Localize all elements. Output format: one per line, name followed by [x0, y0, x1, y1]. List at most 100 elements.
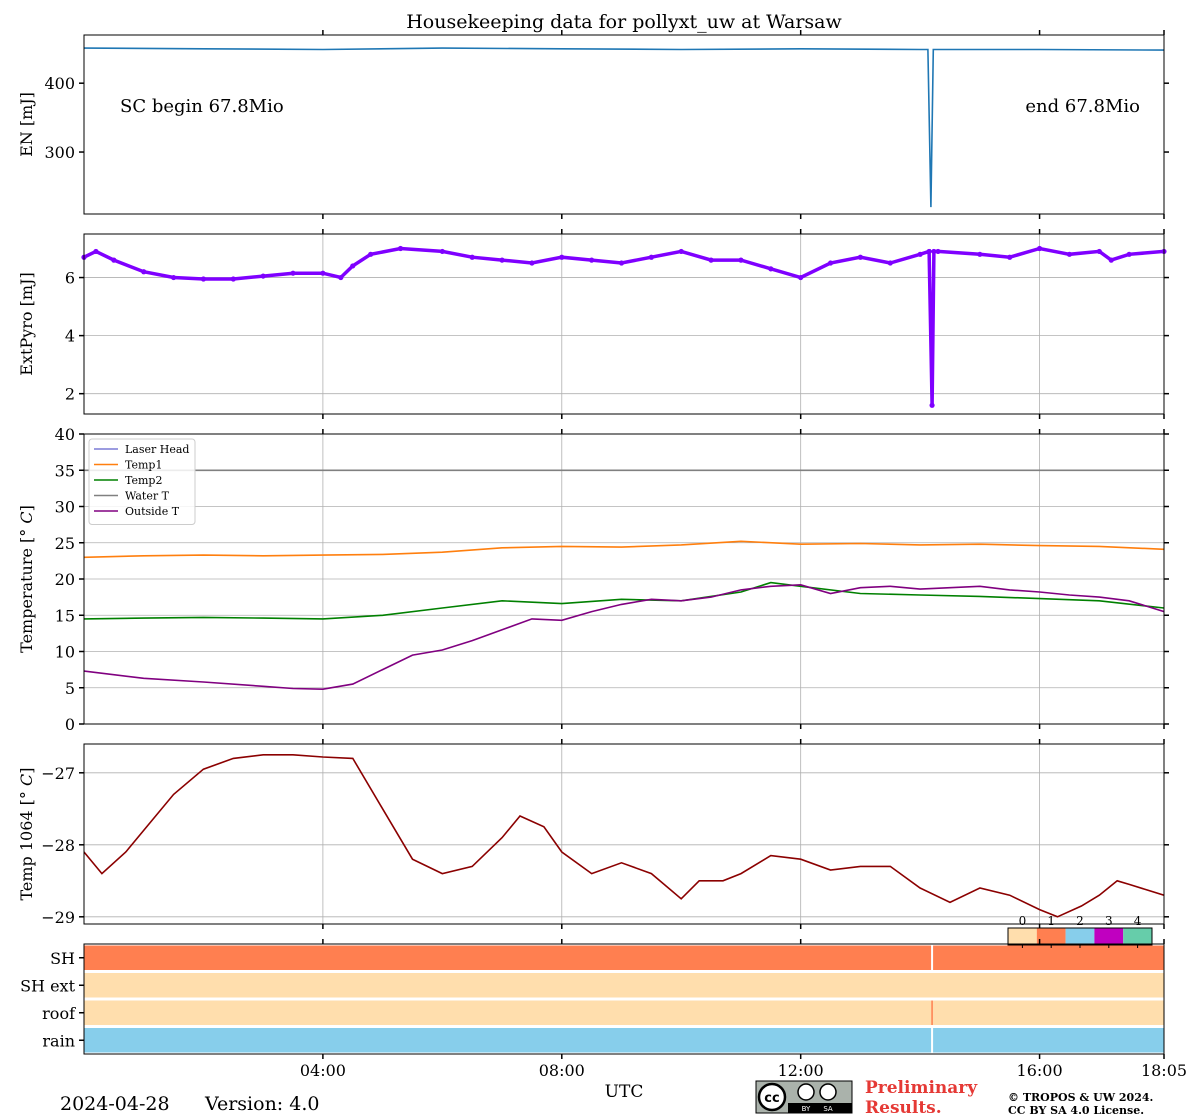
data-point [397, 245, 404, 252]
panel-frame [83, 233, 1165, 415]
by-badge-label: BY [802, 1105, 811, 1113]
data-point [589, 257, 595, 263]
data-point [738, 257, 744, 263]
status-legend-frame [1007, 927, 1153, 946]
x-tick-label: 04:00 [300, 1061, 346, 1080]
data-point [798, 274, 804, 281]
data-point [260, 273, 266, 279]
y-tick-label: 2 [65, 385, 75, 404]
status-bar-roof [84, 1000, 1164, 1025]
panel-frame [83, 943, 1165, 1055]
panel-temp1064: −29 −28 −27 Temp 1064 [° C] [17, 739, 1169, 929]
status-legend-swatch [1065, 928, 1095, 945]
data-point [529, 260, 535, 266]
status-legend-label: 4 [1134, 914, 1142, 928]
series-line-temp1 [84, 540, 1164, 559]
preliminary-label: Preliminary Results. [865, 1078, 983, 1118]
data-point [230, 276, 236, 282]
panel-frame [83, 34, 1165, 215]
y-tick-label: −29 [41, 908, 75, 927]
data-point [768, 266, 774, 272]
data-point [368, 251, 374, 257]
y-tick-label: 300 [44, 143, 75, 162]
panel-extpyro: 2 4 6 ExtPyro [mJ] [17, 229, 1169, 419]
footer-date: 2024-04-28 [60, 1093, 170, 1115]
x-tick-label: 18:05 [1141, 1061, 1187, 1080]
y-tick-label: 20 [55, 570, 75, 589]
data-point [1096, 248, 1102, 255]
status-legend-swatch [1036, 928, 1066, 945]
y-axis-label: Temperature [° C] [17, 505, 36, 653]
status-bar-sh-ext [84, 973, 1164, 998]
data-point [93, 248, 99, 255]
status-legend-swatch [1008, 928, 1037, 945]
panel-energy: 300 400 EN [mJ] SC begin 67.8Mio end 67.8Mio [17, 30, 1169, 219]
footer-version: Version: 4.0 [204, 1093, 319, 1115]
data-point [618, 260, 625, 266]
y-axis-label: EN [mJ] [17, 92, 36, 157]
data-point [469, 254, 475, 260]
y-tick-label: −28 [41, 836, 75, 855]
y-tick-label: 400 [44, 74, 75, 93]
data-point [170, 274, 177, 281]
legend-label: Outside T [125, 505, 180, 518]
series-line-extpyro [84, 246, 1164, 406]
data-point [857, 254, 864, 260]
x-tick-label: 16:00 [1017, 1061, 1063, 1080]
status-legend: 0 1 2 3 4 [1007, 914, 1153, 948]
y-tick-label: 40 [55, 425, 75, 444]
license-badge: cc BY SA [755, 1080, 853, 1114]
annotation-end: end 67.8Mio [1025, 96, 1140, 117]
status-legend-label: 3 [1105, 914, 1113, 928]
status-legend-label: 1 [1047, 914, 1055, 928]
y-axis-label: ExtPyro [mJ] [17, 272, 36, 375]
data-point [1108, 257, 1114, 263]
data-point [1036, 245, 1043, 252]
annotation-sc-begin: SC begin 67.8Mio [120, 96, 284, 117]
status-row-label: roof [42, 1004, 76, 1023]
data-point [1066, 251, 1073, 257]
chart-title: Housekeeping data for pollyxt_uw at Wars… [406, 11, 842, 33]
legend-label: Laser Head [125, 443, 189, 456]
y-tick-label: 30 [55, 498, 75, 517]
y-tick-label: 35 [55, 461, 75, 480]
status-row-label: SH ext [20, 976, 75, 995]
data-point [320, 270, 326, 276]
status-legend-swatch [1094, 928, 1124, 945]
data-point [1007, 254, 1013, 260]
data-point [678, 248, 684, 255]
series-line-temp2 [84, 581, 1164, 620]
y-tick-label: 4 [65, 327, 75, 346]
data-point [200, 276, 207, 282]
legend: Laser Head Temp1 Temp2 Water T Outside T [88, 438, 196, 525]
legend-label: Temp2 [125, 474, 162, 487]
data-point [559, 254, 565, 260]
status-legend-label: 0 [1019, 914, 1027, 928]
status-row-label: rain [42, 1031, 75, 1050]
data-point [887, 260, 893, 266]
data-point [926, 248, 932, 255]
y-tick-label: 25 [55, 534, 75, 553]
by-icon [797, 1083, 815, 1101]
status-legend-label: 2 [1076, 914, 1084, 928]
legend-frame [88, 438, 196, 525]
series-line-temp1064 [84, 753, 1164, 918]
panel-status: SH SH ext roof rain 0 1 2 3 4 [20, 914, 1165, 1059]
data-point [935, 248, 941, 255]
y-tick-label: 10 [55, 643, 75, 662]
sa-badge-label: SA [823, 1105, 833, 1113]
data-point [931, 248, 937, 255]
series-line-outside-t [84, 583, 1164, 691]
data-point [350, 263, 356, 269]
y-tick-label: 6 [65, 269, 75, 288]
data-point [827, 260, 834, 266]
data-point [499, 257, 505, 263]
x-axis: 04:00 08:00 12:00 16:00 18:05 [300, 1061, 1187, 1080]
panel-frame [83, 743, 1165, 925]
status-bar-sh [84, 945, 1164, 970]
cc-badge-label: cc [764, 1091, 779, 1106]
panel-temperature: 0 5 10 15 20 25 30 35 40 Temperature [° C] Laser H… [17, 425, 1169, 734]
sa-icon [819, 1083, 837, 1101]
data-point [708, 257, 714, 263]
